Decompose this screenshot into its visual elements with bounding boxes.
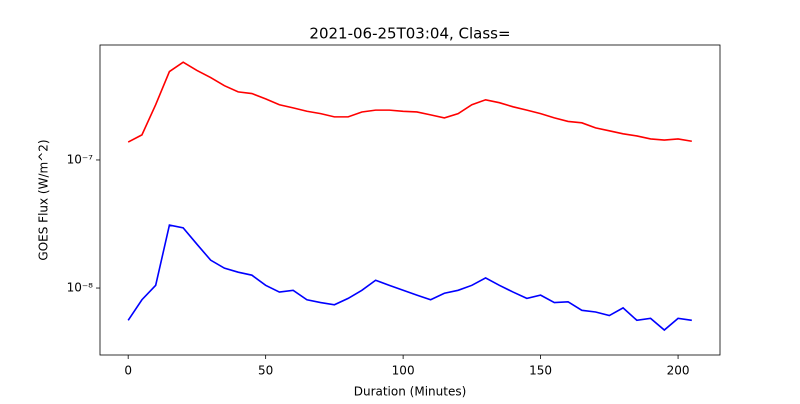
x-tick-label: 100	[392, 364, 415, 378]
data-line	[127, 224, 692, 332]
x-tick-label: 0	[124, 364, 132, 378]
x-tick-label: 50	[258, 364, 273, 378]
y-tick-label: 10⁻⁷	[67, 152, 94, 166]
chart-title: 2021-06-25T03:04, Class=	[309, 25, 510, 43]
y-tick-label: 10⁻⁸	[67, 281, 94, 295]
data-line	[127, 61, 692, 143]
plot-frame	[99, 44, 721, 356]
x-tick-label: 200	[667, 364, 690, 378]
x-tick-label: 150	[529, 364, 552, 378]
y-axis-label: GOES Flux (W/m^2)	[37, 139, 51, 260]
x-axis-label: Duration (Minutes)	[354, 385, 467, 399]
